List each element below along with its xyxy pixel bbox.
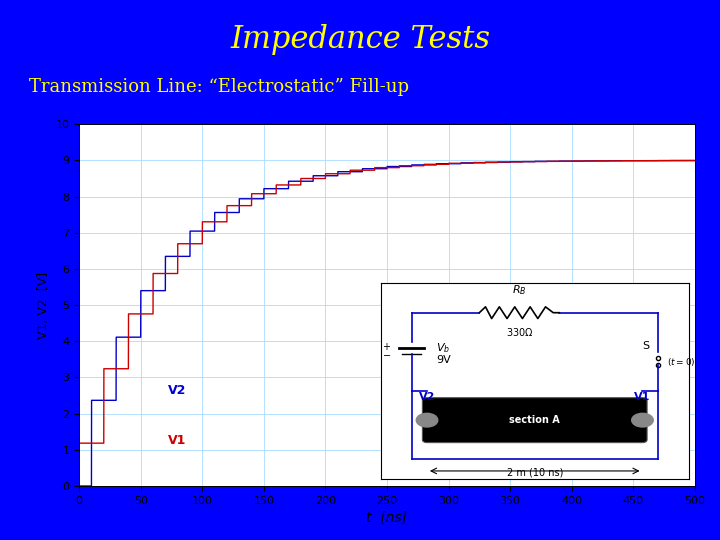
Text: V1: V1 bbox=[168, 434, 186, 448]
Text: Impedance Tests: Impedance Tests bbox=[230, 24, 490, 55]
X-axis label: t  [ns]: t [ns] bbox=[366, 511, 408, 525]
Text: V2: V2 bbox=[168, 384, 186, 397]
Y-axis label: V1, V2  [V]: V1, V2 [V] bbox=[37, 272, 50, 339]
Text: Transmission Line: “Electrostatic” Fill-up: Transmission Line: “Electrostatic” Fill-… bbox=[29, 78, 409, 96]
